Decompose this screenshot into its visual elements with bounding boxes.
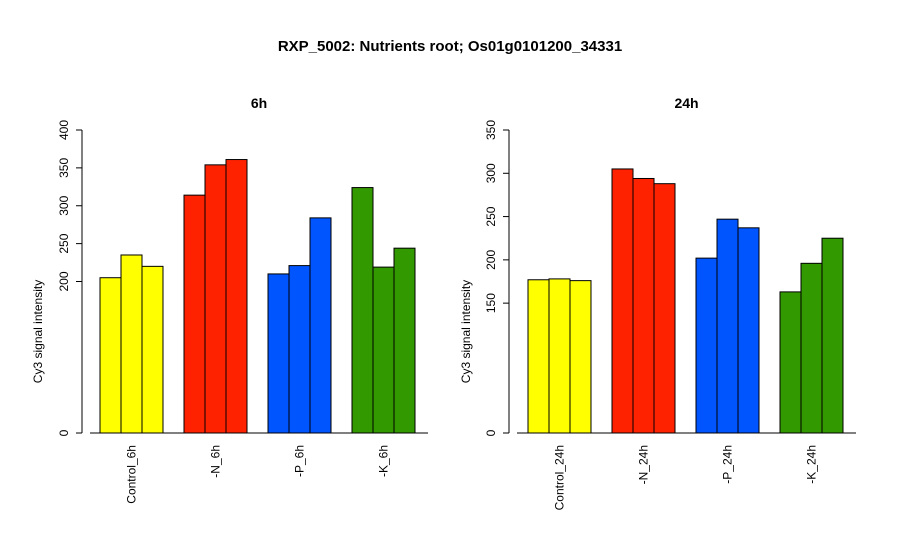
y-tick-label-0-5: 400 — [57, 120, 71, 140]
y-tick-label-1-2: 200 — [484, 250, 498, 270]
x-tick-label-0-1: -N_6h — [209, 445, 223, 478]
bar-1-3-2 — [821, 237, 844, 434]
bar-0-3-1 — [372, 266, 395, 434]
bar-1-0-2 — [569, 280, 592, 434]
bar-0-0-0 — [99, 277, 122, 434]
bar-1-1-2 — [653, 183, 676, 434]
bar-1-2-0 — [695, 257, 718, 434]
bar-1-1-0 — [611, 168, 634, 434]
panel-title-1: 24h — [674, 95, 698, 111]
bar-1-1-1 — [632, 177, 655, 434]
y-tick-label-1-1: 150 — [484, 293, 498, 313]
bar-1-3-1 — [800, 262, 823, 434]
bar-0-2-0 — [267, 273, 290, 434]
x-tick-label-1-0: Control_24h — [553, 445, 567, 510]
bar-0-0-1 — [120, 254, 143, 434]
bar-0-3-0 — [351, 187, 374, 434]
x-tick-label-1-3: -K_24h — [805, 445, 819, 484]
bar-0-3-2 — [393, 247, 416, 434]
y-axis-label-1: Cy3 signal intensity — [459, 280, 473, 383]
bar-1-0-0 — [527, 279, 550, 434]
bar-0-2-2 — [309, 217, 332, 434]
panel-title-0: 6h — [251, 95, 267, 111]
y-tick-label-0-3: 300 — [57, 195, 71, 215]
bar-0-1-1 — [204, 164, 227, 434]
x-tick-label-1-1: -N_24h — [637, 445, 651, 484]
chart-main-title: RXP_5002: Nutrients root; Os01g0101200_3… — [277, 38, 623, 55]
y-tick-label-1-4: 300 — [484, 163, 498, 183]
y-axis-label-0: Cy3 signal intensity — [31, 280, 45, 383]
x-tick-label-0-2: -P_6h — [293, 445, 307, 477]
bar-0-1-2 — [225, 159, 248, 434]
bar-1-0-1 — [548, 278, 571, 434]
bar-0-2-1 — [288, 265, 311, 434]
y-tick-label-1-0: 0 — [484, 429, 498, 436]
bar-0-1-0 — [183, 194, 206, 434]
bar-1-2-1 — [716, 218, 739, 434]
y-tick-label-0-2: 250 — [57, 233, 71, 253]
y-tick-label-0-0: 0 — [57, 429, 71, 436]
x-tick-label-0-0: Control_6h — [125, 445, 139, 504]
x-tick-label-0-3: -K_6h — [377, 445, 391, 477]
bar-1-3-0 — [779, 291, 802, 434]
x-tick-label-1-2: -P_24h — [721, 445, 735, 484]
y-tick-label-0-1: 200 — [57, 271, 71, 291]
bar-0-0-2 — [141, 265, 164, 434]
bar-1-2-2 — [737, 227, 760, 434]
y-tick-label-1-5: 350 — [484, 120, 498, 140]
y-tick-label-0-4: 350 — [57, 158, 71, 178]
y-tick-label-1-3: 250 — [484, 206, 498, 226]
